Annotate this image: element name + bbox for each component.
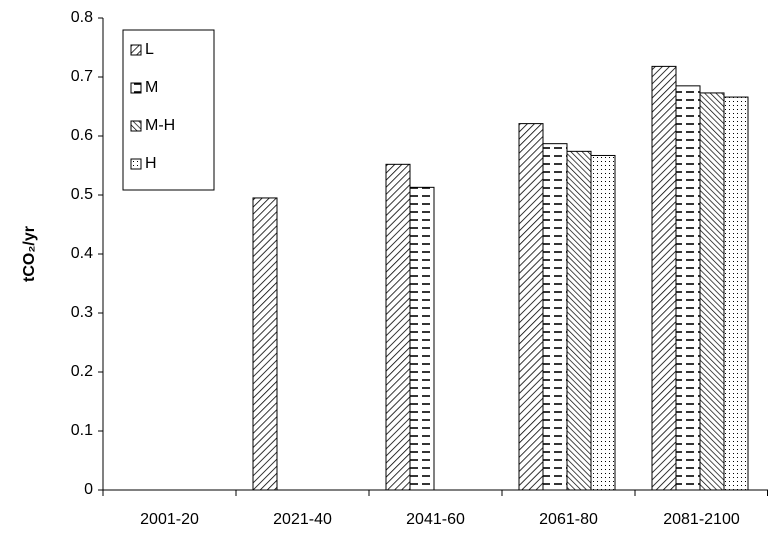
y-tick-label: 0.8 <box>71 9 93 26</box>
y-tick-label: 0.6 <box>71 127 93 144</box>
bar <box>518 123 544 491</box>
bar <box>675 85 701 491</box>
y-tick-label: 0.3 <box>71 304 93 321</box>
bar <box>252 197 278 491</box>
legend-swatch <box>130 44 142 56</box>
legend-label: M <box>145 79 158 96</box>
legend-swatch <box>130 120 142 132</box>
bar <box>651 65 677 491</box>
y-tick-label: 0.4 <box>71 245 93 262</box>
bar <box>566 150 592 491</box>
y-tick-label: 0 <box>84 481 93 498</box>
legend-swatch <box>130 158 142 170</box>
x-tick-label: 2041-60 <box>406 511 465 528</box>
bar <box>542 143 568 491</box>
y-tick-label: 0.2 <box>71 363 93 380</box>
bar <box>723 96 749 491</box>
y-tick-label: 0.5 <box>71 186 93 203</box>
x-tick-label: 2061-80 <box>539 511 598 528</box>
bar <box>409 186 435 491</box>
y-tick-label: 0.7 <box>71 68 93 85</box>
legend-label: H <box>145 155 157 172</box>
legend-label: L <box>145 41 154 58</box>
y-axis-label: tCO₂/yr <box>21 226 38 282</box>
bar <box>385 163 411 491</box>
x-tick-label: 2081-2100 <box>663 511 740 528</box>
bar <box>699 92 725 491</box>
legend-label: M-H <box>145 117 175 134</box>
x-tick-label: 2021-40 <box>273 511 332 528</box>
legend-swatch <box>130 82 142 94</box>
bar <box>590 154 616 491</box>
y-tick-label: 0.1 <box>71 422 93 439</box>
x-tick-label: 2001-20 <box>140 511 199 528</box>
